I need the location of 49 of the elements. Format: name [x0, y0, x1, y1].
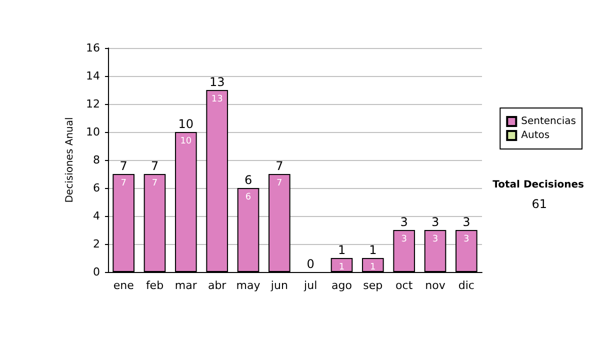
x-tick-label: may	[236, 279, 261, 292]
data-label: 1	[370, 262, 376, 272]
data-label: 6	[245, 192, 252, 202]
data-label: 13	[211, 94, 223, 104]
text: Total Decisiones	[492, 180, 584, 190]
text: 61	[532, 197, 548, 211]
data-label: 3	[464, 234, 470, 244]
x-tick-label: ago	[332, 279, 352, 292]
total-label: 10	[178, 117, 194, 131]
data-label: 7	[152, 178, 158, 188]
x-tick-label: jun	[270, 279, 288, 292]
x-tick-label: sep	[363, 279, 383, 292]
legend-label: Sentencias	[521, 116, 576, 127]
total-label: 13	[209, 75, 225, 89]
data-label: 10	[180, 136, 192, 146]
x-tick-label: mar	[174, 279, 198, 292]
total-label: 7	[150, 159, 159, 173]
x-tick-label: abr	[208, 279, 227, 292]
x-tick-label: ene	[113, 279, 134, 292]
x-tick-label: nov	[425, 279, 446, 292]
total-label: 3	[462, 215, 470, 229]
total-label: 3	[400, 215, 408, 229]
total-label: 3	[431, 215, 440, 229]
data-label: 7	[120, 178, 126, 188]
y-tick-label: 2	[93, 238, 100, 250]
y-tick-label: 12	[86, 98, 100, 110]
x-tick-label: oct	[396, 279, 414, 292]
y-tick-label: 0	[93, 266, 100, 278]
x-tick-label: dic	[458, 279, 474, 292]
y-tick-label: 8	[93, 154, 100, 166]
y-tick-label: 14	[86, 70, 100, 82]
total-label: 0	[306, 257, 314, 271]
data-label: 3	[401, 234, 407, 244]
data-label: 7	[276, 178, 282, 188]
data-label: 3	[432, 234, 438, 244]
legend-label: Autos	[521, 130, 550, 141]
x-tick-label: feb	[146, 279, 164, 292]
y-axis-title: Decisiones Anual	[64, 117, 76, 203]
total-label: 6	[244, 173, 252, 187]
y-tick-label: 6	[93, 182, 100, 194]
x-tick-label: jul	[303, 279, 318, 292]
y-tick-label: 4	[93, 210, 100, 222]
total-label: 1	[369, 243, 377, 257]
total-label: 7	[120, 159, 128, 173]
y-tick-label: 16	[86, 42, 100, 54]
total-label: 7	[276, 159, 284, 173]
y-tick-label: 10	[86, 126, 100, 138]
data-label: 1	[338, 262, 345, 272]
total-label: 1	[338, 243, 346, 257]
